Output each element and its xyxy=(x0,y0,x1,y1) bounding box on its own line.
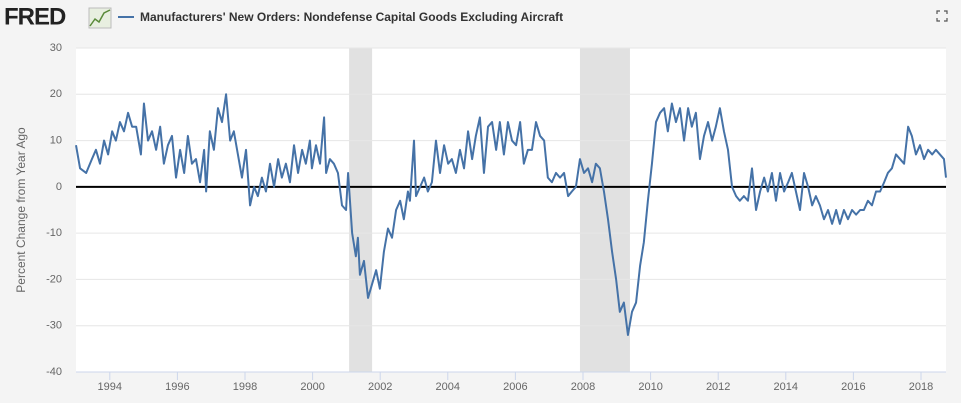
x-tick-label: 1994 xyxy=(98,381,122,393)
x-tick-label: 1998 xyxy=(233,381,257,393)
x-tick-label: 2010 xyxy=(638,381,662,393)
x-tick-label: 2018 xyxy=(909,381,933,393)
y-axis-label: Percent Change from Year Ago xyxy=(14,127,28,293)
x-tick-label: 2008 xyxy=(571,381,595,393)
fullscreen-icon[interactable] xyxy=(936,10,948,22)
y-tick-label: 0 xyxy=(56,181,62,193)
x-tick-label: 2006 xyxy=(503,381,527,393)
plot-area xyxy=(76,48,946,372)
y-tick-label: -40 xyxy=(46,366,62,378)
x-tick-label: 2016 xyxy=(841,381,865,393)
recession-band xyxy=(579,48,630,372)
x-tick-label: 2014 xyxy=(774,381,798,393)
x-tick-label: 1996 xyxy=(165,381,189,393)
x-tick-label: 2002 xyxy=(368,381,392,393)
y-tick-label: 10 xyxy=(50,134,62,146)
series-line xyxy=(75,93,947,336)
legend-label: Manufacturers' New Orders: Nondefense Ca… xyxy=(140,10,563,24)
recession-band xyxy=(349,48,373,372)
x-tick-label: 2000 xyxy=(300,381,324,393)
y-tick-label: 20 xyxy=(50,88,62,100)
x-tick-label: 2004 xyxy=(436,381,460,393)
y-tick-label: -10 xyxy=(46,227,62,239)
y-tick-label: -20 xyxy=(46,273,62,285)
y-tick-label: 30 xyxy=(50,42,62,54)
y-tick-label: -30 xyxy=(46,320,62,332)
x-tick-label: 2012 xyxy=(706,381,730,393)
logo-icon xyxy=(88,7,112,29)
logo: FRED xyxy=(4,3,66,30)
